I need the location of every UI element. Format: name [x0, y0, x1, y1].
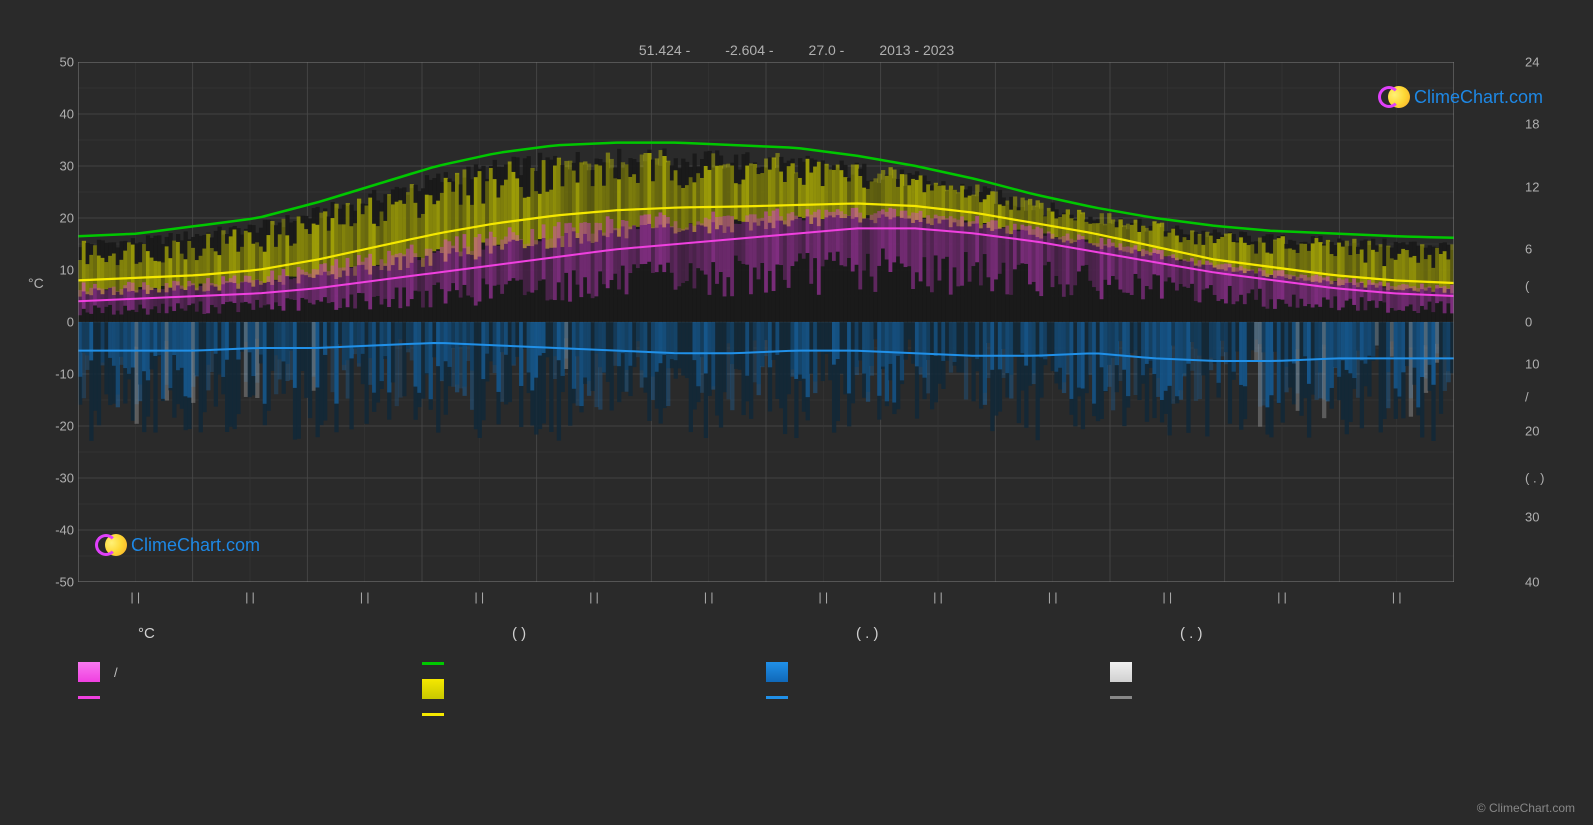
y-right-tick: /: [1525, 390, 1551, 405]
legend-swatch: [78, 662, 100, 682]
x-tick: | |: [589, 590, 599, 604]
legend: °C ( ) ( . ) ( . ) /: [78, 625, 1454, 716]
legend-label: /: [114, 665, 118, 680]
legend-header-temp: °C: [78, 625, 412, 642]
y-right-tick: 0: [1525, 315, 1551, 330]
logo-icon: [95, 530, 125, 560]
x-tick: | |: [1048, 590, 1058, 604]
legend-item: [422, 662, 766, 665]
legend-swatch: [422, 679, 444, 699]
legend-item: [78, 696, 422, 699]
legend-swatch: [766, 662, 788, 682]
legend-header-2: ( ): [412, 625, 786, 642]
legend-column: [766, 662, 1110, 716]
y-right-tick: 40: [1525, 575, 1551, 590]
legend-swatch: [78, 696, 100, 699]
legend-item: [422, 679, 766, 699]
copyright: © ClimeChart.com: [1477, 801, 1575, 815]
legend-header-4: ( . ): [1130, 625, 1454, 642]
y-left-tick: -20: [48, 419, 74, 434]
x-tick: | |: [131, 590, 141, 604]
title-lon: -2.604 -: [725, 42, 773, 58]
title-years: 2013 - 2023: [879, 42, 954, 58]
title-elev: 27.0 -: [809, 42, 845, 58]
legend-header-3: ( . ): [786, 625, 1130, 642]
title-lat: 51.424 -: [639, 42, 690, 58]
y-right-tick: ( . ): [1525, 471, 1551, 486]
y-left-tick: 10: [48, 263, 74, 278]
x-tick: | |: [1392, 590, 1402, 604]
x-tick: | |: [1277, 590, 1287, 604]
y-right-tick: 6: [1525, 242, 1551, 257]
x-tick: | |: [475, 590, 485, 604]
logo-icon: [1378, 82, 1408, 112]
y-right-tick: 30: [1525, 510, 1551, 525]
y-left-tick: 0: [48, 315, 74, 330]
y-left-tick: -50: [48, 575, 74, 590]
y-left-tick: 40: [48, 107, 74, 122]
logo-text: ClimeChart.com: [131, 535, 260, 556]
y-left-tick: -10: [48, 367, 74, 382]
legend-swatch: [422, 713, 444, 716]
legend-item: [422, 713, 766, 716]
x-tick: | |: [933, 590, 943, 604]
chart-title: 51.424 - -2.604 - 27.0 - 2013 - 2023: [0, 42, 1593, 58]
logo-text: ClimeChart.com: [1414, 87, 1543, 108]
x-tick: | |: [819, 590, 829, 604]
legend-swatch: [766, 696, 788, 699]
chart-svg: [78, 62, 1454, 582]
legend-column: /: [78, 662, 422, 716]
y-left-tick: -40: [48, 523, 74, 538]
legend-swatch: [1110, 696, 1132, 699]
y-right-tick: 18: [1525, 117, 1551, 132]
legend-item: [766, 696, 1110, 699]
legend-item: [1110, 696, 1454, 699]
y-left-tick: 30: [48, 159, 74, 174]
logo-top-right: ClimeChart.com: [1378, 82, 1543, 112]
y-right-tick: 12: [1525, 179, 1551, 194]
y-right-tick: 20: [1525, 424, 1551, 439]
legend-swatch: [1110, 662, 1132, 682]
legend-item: [1110, 662, 1454, 682]
legend-swatch: [422, 662, 444, 665]
x-tick: | |: [245, 590, 255, 604]
logo-bottom-left: ClimeChart.com: [95, 530, 260, 560]
legend-item: [766, 662, 1110, 682]
x-tick: | |: [704, 590, 714, 604]
legend-item: /: [78, 662, 422, 682]
y-right-tick: (: [1525, 278, 1551, 293]
y-axis-left-label: °C: [28, 275, 44, 291]
x-tick: | |: [1163, 590, 1173, 604]
x-tick: | |: [360, 590, 370, 604]
y-left-tick: 50: [48, 55, 74, 70]
legend-column: [422, 662, 766, 716]
y-left-tick: 20: [48, 211, 74, 226]
chart-plot-area: [78, 62, 1454, 582]
y-right-tick: 10: [1525, 356, 1551, 371]
legend-column: [1110, 662, 1454, 716]
y-right-tick: 24: [1525, 55, 1551, 70]
y-left-tick: -30: [48, 471, 74, 486]
